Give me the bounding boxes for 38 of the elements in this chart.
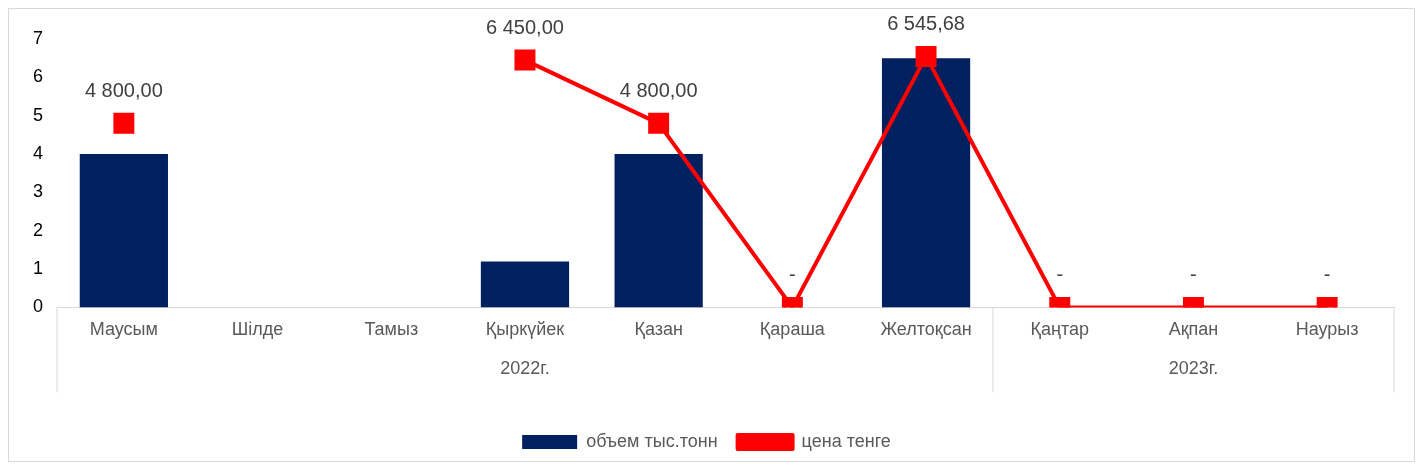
x-tick-label: Қыркүйек: [485, 319, 565, 340]
legend-label: объем тыс.тонн: [586, 430, 718, 451]
x-tick-label: Шілде: [231, 319, 284, 340]
bar: [614, 154, 703, 308]
text: 2023г.: [1168, 358, 1219, 379]
data-label: 6 545,68: [887, 11, 965, 34]
bar: [881, 58, 971, 308]
data-label: 6 450,00: [486, 15, 564, 38]
data-label: -: [789, 262, 796, 285]
legend-label: цена тенге: [801, 430, 891, 451]
data-label: -: [1190, 262, 1197, 285]
data-label: 4 800,00: [84, 78, 163, 101]
y-tick-label: 6: [33, 66, 44, 87]
point: [648, 112, 670, 134]
data-label: 4 800,00: [619, 78, 698, 101]
y-tick-label: 4: [33, 143, 44, 163]
y-tick-label: 1: [33, 258, 44, 279]
x-tick-label: Қазан: [634, 319, 683, 340]
x-tick-label: Қараша: [759, 319, 826, 340]
x-tick-label: Қаңтар: [1030, 319, 1089, 340]
x-tick-label: Тамыз: [364, 319, 419, 340]
y-tick-label: 5: [33, 104, 44, 125]
data-label: -: [1323, 262, 1331, 285]
text: 2022г.: [500, 358, 550, 379]
point: [514, 49, 536, 71]
point: [113, 112, 135, 134]
y-tick-label: 0: [33, 296, 44, 317]
bar: [79, 154, 168, 308]
y-tick-label: 7: [33, 27, 44, 48]
x-tick-label: Ақпан: [1168, 319, 1219, 340]
x-tick-label: Наурыз: [1295, 319, 1359, 340]
data-label: -: [1056, 262, 1064, 285]
y-tick-label: 3: [33, 181, 44, 202]
x-tick-label: Маусым: [89, 319, 158, 340]
x-tick-label: Желтоқсан: [880, 319, 972, 340]
y-tick-label: 2: [33, 219, 44, 240]
point: [915, 45, 937, 67]
bar: [480, 261, 570, 308]
